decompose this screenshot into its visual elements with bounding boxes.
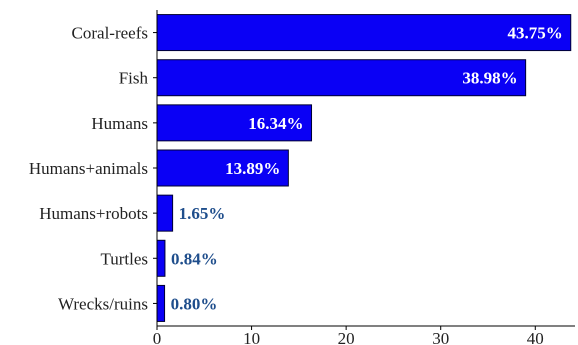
x-tick-label: 30 bbox=[432, 329, 449, 345]
x-tick-label: 20 bbox=[338, 329, 355, 345]
value-label: 13.89% bbox=[225, 159, 280, 178]
category-label: Coral-reefs bbox=[72, 24, 148, 43]
value-label: 1.65% bbox=[179, 204, 226, 223]
x-tick-label: 40 bbox=[527, 329, 544, 345]
x-tick-label: 0 bbox=[153, 329, 162, 345]
bar-humans bbox=[156, 104, 313, 142]
bar-turtles bbox=[156, 239, 166, 277]
bars-group bbox=[156, 14, 572, 322]
category-label: Humans bbox=[91, 114, 148, 133]
category-label: Humans+animals bbox=[29, 159, 148, 178]
value-label: 0.80% bbox=[171, 294, 218, 313]
bar-wrecks-ruins bbox=[156, 284, 166, 322]
value-label: 16.34% bbox=[248, 114, 303, 133]
value-label: 43.75% bbox=[507, 24, 562, 43]
category-label: Wrecks/ruins bbox=[58, 294, 148, 313]
bar-humans-robots bbox=[156, 194, 174, 232]
category-labels-group: Coral-reefs Fish Humans Humans+animals Human… bbox=[29, 24, 149, 314]
category-label: Fish bbox=[119, 69, 149, 88]
x-tick-label: 10 bbox=[243, 329, 260, 345]
bar-humans-animals bbox=[156, 149, 289, 187]
value-label: 0.84% bbox=[171, 249, 218, 268]
category-label: Humans+robots bbox=[39, 204, 148, 223]
category-label: Turtles bbox=[100, 249, 148, 268]
value-labels-group: 43.75% 38.98% 16.34% 13.89% 1.65% 0.84% 0.80% bbox=[171, 24, 563, 314]
bar-fish bbox=[156, 59, 527, 97]
axes-group: 0 10 20 30 40 bbox=[153, 10, 575, 345]
value-label: 38.98% bbox=[462, 69, 517, 88]
bar-coral-reefs bbox=[156, 14, 572, 52]
